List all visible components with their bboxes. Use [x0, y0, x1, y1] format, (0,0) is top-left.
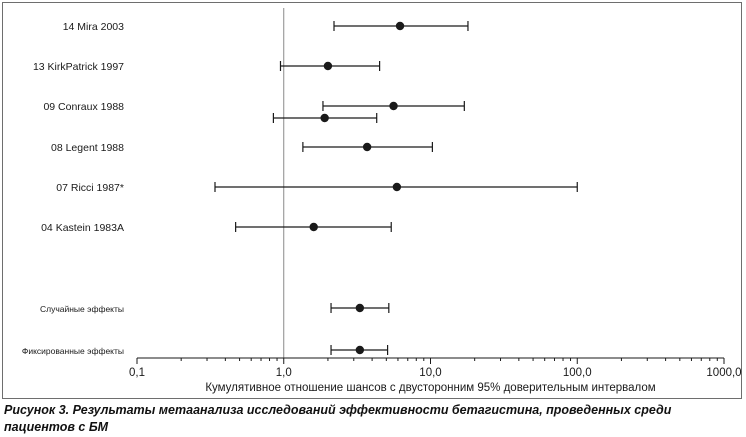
odds-ratio-point: [323, 61, 333, 71]
pooled-estimate-point: [355, 345, 365, 355]
pooled-label: Случайные эффекты: [40, 304, 124, 314]
study-label: 04 Kastein 1983A: [41, 222, 124, 234]
x-tick-label: 1,0: [276, 367, 292, 379]
x-tick-label: 0,1: [129, 367, 145, 379]
study-label: 08 Legent 1988: [51, 142, 124, 154]
odds-ratio-point: [320, 113, 329, 123]
odds-ratio-point: [362, 142, 372, 152]
study-label: 09 Conraux 1988: [43, 101, 124, 113]
forest-plot: 0,1 1,0 10,0 100,0 1000,0 Кумулятивное отноше…: [22, 8, 742, 394]
study-label: 14 Mira 2003: [63, 21, 124, 33]
chart-frame: [2, 2, 742, 399]
odds-ratio-point: [389, 101, 398, 111]
figure-caption: Рисунок 3. Результаты метаанализа исслед…: [4, 403, 672, 434]
x-tick-label: 1000,0: [706, 367, 741, 379]
odds-ratio-point: [309, 222, 318, 232]
study-label: 07 Ricci 1987*: [56, 182, 124, 194]
x-axis-title: Кумулятивное отношение шансов с двусторо…: [205, 382, 655, 394]
odds-ratio-point: [392, 182, 402, 192]
x-tick-label: 100,0: [563, 367, 592, 379]
pooled-estimate-point: [355, 303, 365, 313]
x-tick-label: 10,0: [419, 367, 441, 379]
odds-ratio-point: [395, 21, 405, 31]
study-label: 13 KirkPatrick 1997: [33, 61, 124, 73]
pooled-label: Фиксированные эффекты: [22, 346, 124, 356]
